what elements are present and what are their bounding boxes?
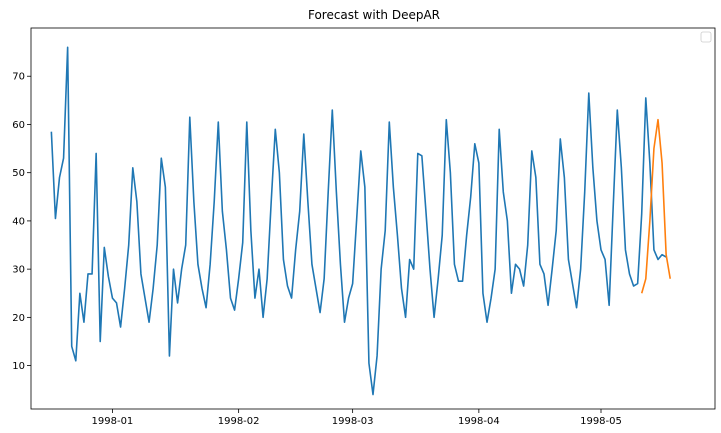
series-line-observed	[50, 46, 667, 396]
x-tick-label: 1998-02	[218, 416, 260, 427]
plot-area-frame	[30, 27, 716, 410]
legend-frame	[700, 31, 712, 43]
y-tick-label: 70	[12, 72, 25, 83]
y-tick-label: 40	[12, 216, 25, 227]
legend	[700, 31, 712, 43]
x-tick-label: 1998-03	[332, 416, 374, 427]
y-tick-label: 10	[12, 361, 25, 372]
x-tick-label: 1998-05	[580, 416, 622, 427]
x-tick-label: 1998-01	[92, 416, 134, 427]
y-tick-label: 60	[12, 120, 25, 131]
x-tick-label: 1998-04	[458, 416, 500, 427]
chart-title: Forecast with DeepAR	[308, 8, 440, 22]
y-tick-label: 30	[12, 265, 25, 276]
series-line-forecast	[640, 118, 671, 294]
y-tick-label: 20	[12, 313, 25, 324]
y-tick-label: 50	[12, 168, 25, 179]
